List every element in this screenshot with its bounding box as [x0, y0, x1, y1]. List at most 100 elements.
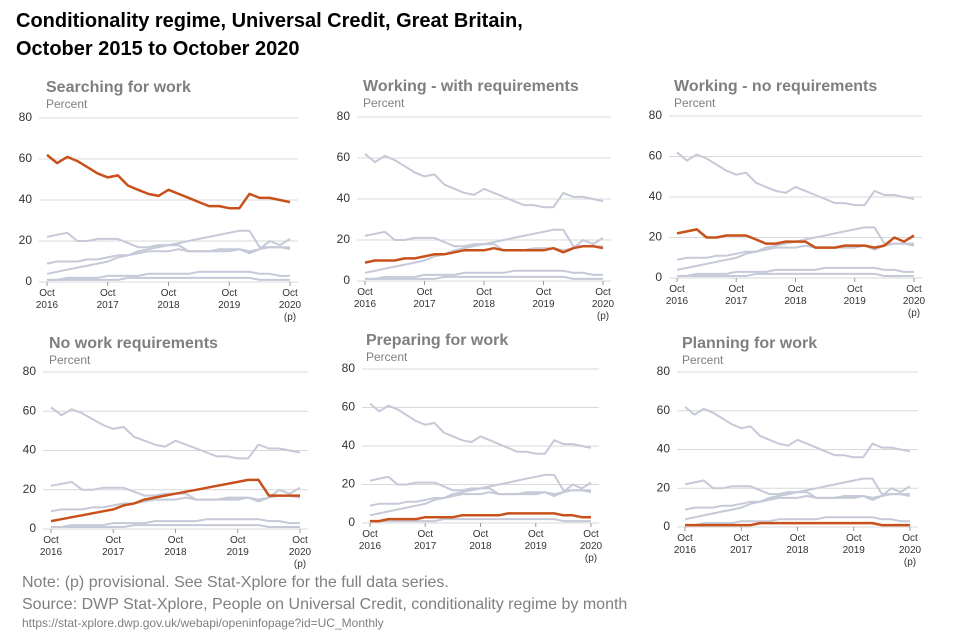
chart-title: October 2015 to October 2020 [16, 38, 299, 60]
y-tick-label: 80 [23, 364, 37, 378]
x-tick-label: Oct [728, 284, 744, 295]
panel-title: No work requirements [49, 335, 218, 352]
x-tick-label: 2016 [40, 547, 63, 558]
x-tick-label: 2017 [413, 299, 436, 310]
other-line [364, 228, 603, 274]
panel-title: Searching for work [46, 79, 191, 96]
panel-subtitle: Percent [682, 353, 724, 367]
panel: Planning for workPercent020406080Oct2016… [657, 335, 922, 568]
x-tick-label: Oct [595, 287, 611, 298]
y-tick-label: 40 [19, 192, 33, 206]
x-tick-label: Oct [788, 284, 804, 295]
x-tick-label: Oct [677, 533, 693, 544]
x-tick-label: 2018 [786, 545, 809, 556]
x-tick-label: Oct [105, 535, 121, 546]
panel-subtitle: Percent [363, 96, 405, 110]
x-tick-label: 2016 [359, 541, 382, 552]
y-tick-label: 20 [23, 482, 37, 496]
highlight-line [364, 244, 604, 264]
chart-title: Conditionality regime, Universal Credit,… [16, 10, 523, 32]
other-line [677, 266, 914, 277]
y-tick-label: 80 [649, 108, 663, 122]
x-tick-label: 2019 [844, 296, 867, 307]
x-tick-label: (p) [904, 557, 916, 568]
y-tick-label: 80 [19, 110, 33, 124]
y-tick-label: 20 [657, 480, 671, 494]
y-tick-label: 60 [337, 150, 351, 164]
x-tick-label: Oct [790, 533, 806, 544]
x-tick-label: 2017 [97, 300, 120, 311]
other-line [684, 493, 911, 511]
other-line [370, 518, 591, 523]
x-tick-label: 2018 [164, 547, 187, 558]
y-tick-label: 0 [655, 270, 662, 284]
x-tick-label: 2018 [784, 296, 807, 307]
x-tick-label: Oct [161, 288, 177, 299]
panel-title: Preparing for work [366, 332, 508, 349]
other-line [50, 406, 301, 460]
highlight-line [50, 478, 300, 523]
other-line [369, 402, 592, 455]
highlight-line [370, 512, 591, 523]
x-tick-label: 2018 [157, 300, 180, 311]
x-tick-label: Oct [473, 529, 489, 540]
x-tick-label: Oct [669, 284, 685, 295]
other-line [364, 153, 604, 209]
y-tick-label: 80 [337, 109, 351, 123]
y-tick-label: 0 [29, 521, 36, 535]
y-tick-label: 60 [649, 149, 663, 163]
x-tick-label: Oct [846, 533, 862, 544]
x-tick-label: Oct [902, 533, 918, 544]
panel: Searching for workPercent020406080Oct201… [19, 79, 302, 323]
x-tick-label: Oct [100, 288, 116, 299]
y-tick-label: 0 [663, 519, 670, 533]
x-tick-label: 2020 [899, 545, 922, 556]
other-line [51, 524, 300, 528]
other-line [685, 516, 910, 527]
x-tick-label: 2016 [354, 299, 377, 310]
other-line [365, 269, 603, 280]
y-tick-label: 80 [342, 361, 356, 375]
x-tick-label: Oct [583, 529, 599, 540]
x-tick-label: Oct [292, 535, 308, 546]
y-tick-label: 20 [19, 233, 33, 247]
x-tick-label: Oct [168, 535, 184, 546]
x-tick-label: Oct [362, 529, 378, 540]
x-tick-label: 2016 [666, 296, 689, 307]
panel: No work requirementsPercent020406080Oct2… [23, 335, 312, 570]
x-tick-label: (p) [908, 308, 920, 319]
x-tick-label: Oct [528, 529, 544, 540]
y-tick-label: 0 [343, 273, 350, 287]
y-tick-label: 60 [23, 403, 37, 417]
other-line [46, 229, 290, 275]
x-tick-label: Oct [39, 288, 55, 299]
x-tick-label: Oct [906, 284, 922, 295]
x-tick-label: Oct [847, 284, 863, 295]
x-tick-label: 2019 [227, 547, 250, 558]
other-line [676, 151, 915, 207]
other-line [684, 406, 911, 459]
x-tick-label: (p) [597, 311, 609, 322]
highlight-line [46, 153, 291, 210]
panel: Preparing for workPercent020406080Oct201… [342, 332, 603, 564]
x-tick-label: 2017 [725, 296, 748, 307]
x-tick-label: Oct [417, 287, 433, 298]
y-tick-label: 40 [23, 443, 37, 457]
y-tick-label: 60 [657, 403, 671, 417]
panel-title: Working - with requirements [363, 78, 579, 95]
panel-subtitle: Percent [49, 353, 91, 367]
x-tick-label: 2018 [473, 299, 496, 310]
x-tick-label: 2020 [580, 541, 603, 552]
x-tick-label: 2019 [532, 299, 555, 310]
other-line [47, 270, 290, 281]
other-line [47, 276, 290, 281]
x-tick-label: 2020 [592, 299, 615, 310]
other-line [51, 518, 300, 528]
y-tick-label: 20 [649, 230, 663, 244]
x-tick-label: (p) [585, 553, 597, 564]
x-tick-label: 2016 [36, 300, 59, 311]
other-line [369, 489, 592, 507]
y-tick-label: 80 [657, 364, 671, 378]
y-tick-label: 0 [348, 515, 355, 529]
